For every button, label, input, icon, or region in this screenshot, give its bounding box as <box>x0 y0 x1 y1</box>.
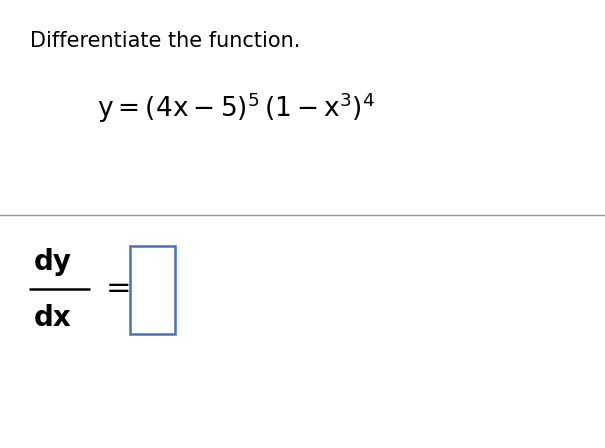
FancyBboxPatch shape <box>130 246 175 334</box>
Text: Differentiate the function.: Differentiate the function. <box>30 31 301 52</box>
Text: $\mathrm{y = (4x-5)^5\,(1-x^3)^4}$: $\mathrm{y = (4x-5)^5\,(1-x^3)^4}$ <box>97 90 375 125</box>
Text: dy: dy <box>33 248 71 276</box>
Text: dx: dx <box>33 304 71 332</box>
Text: =: = <box>106 275 131 303</box>
